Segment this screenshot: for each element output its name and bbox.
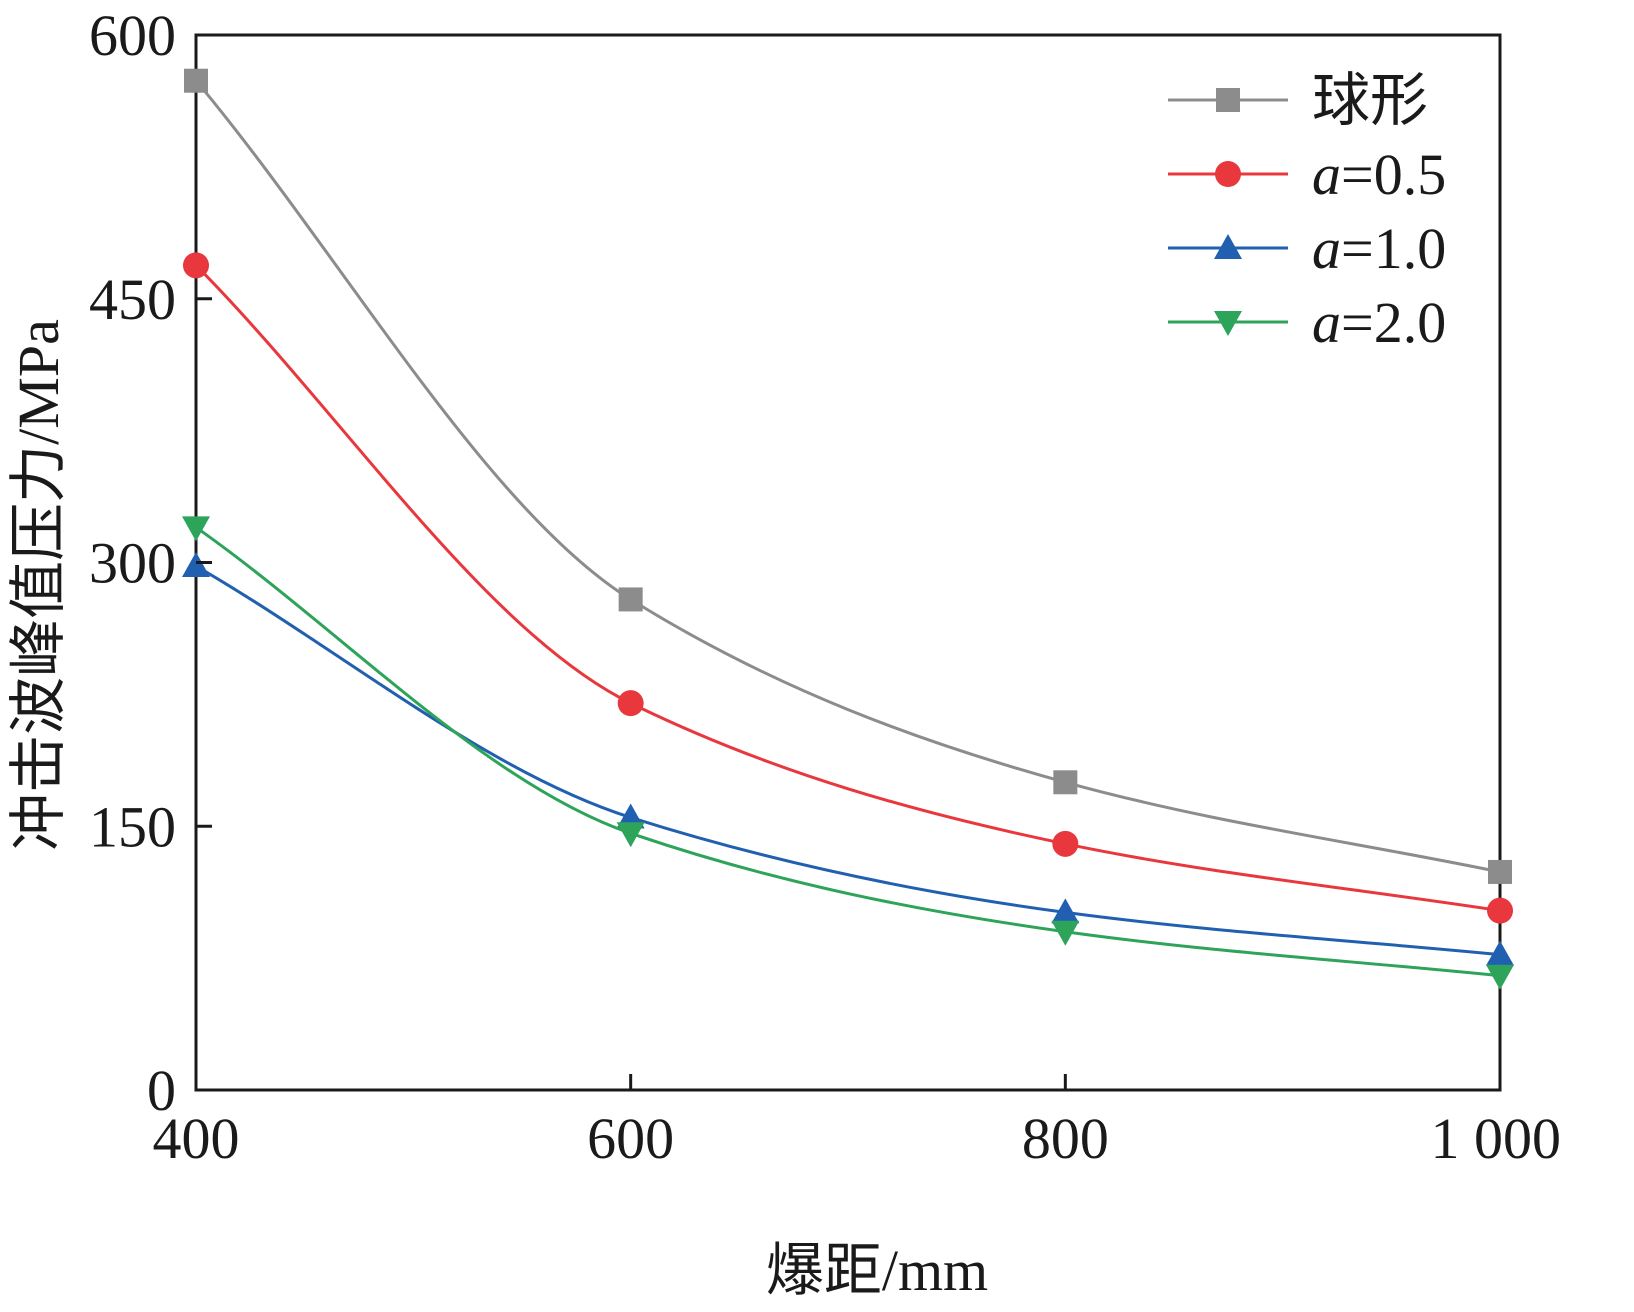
- legend-item: 球形: [1168, 68, 1428, 133]
- legend-item: a=2.0: [1168, 290, 1446, 355]
- series-group: [182, 552, 1514, 966]
- legend-label: a=0.5: [1312, 142, 1446, 207]
- legend-item: a=1.0: [1168, 216, 1446, 281]
- y-tick-label: 600: [89, 3, 176, 68]
- data-point: [617, 690, 644, 717]
- data-point: [1053, 770, 1078, 795]
- data-point: [1052, 830, 1079, 857]
- data-point: [1051, 898, 1080, 924]
- series-line: [194, 264, 1501, 913]
- data-point: [183, 252, 209, 279]
- legend-label: a=2.0: [1312, 290, 1446, 355]
- data-point: [618, 587, 643, 612]
- series-group: [182, 516, 1514, 990]
- data-point: [1488, 859, 1512, 884]
- legend-label: a=1.0: [1312, 216, 1446, 281]
- data-point: [182, 552, 210, 578]
- axes-layer: 400 600 800 1 000 0 150 300 450 600: [89, 3, 1561, 1171]
- legend-swatch-marker: [1214, 234, 1242, 259]
- x-axis-title: 爆距/mm: [766, 1238, 988, 1303]
- x-tick-label: 400: [153, 1106, 240, 1171]
- plot-area: [194, 33, 1502, 1092]
- series-layer: [182, 68, 1514, 990]
- data-point: [616, 803, 645, 829]
- series-group: [183, 252, 1513, 924]
- plot-frame: [194, 33, 1502, 1092]
- x-tick-label: 1 000: [1431, 1106, 1562, 1171]
- legend-label: 球形: [1312, 68, 1428, 133]
- series-line: [194, 79, 1501, 874]
- data-point: [1486, 940, 1514, 966]
- series-group: [184, 68, 1512, 884]
- series-line: [195, 526, 1501, 978]
- legend-item: a=0.5: [1168, 142, 1446, 207]
- y-tick-label: 450: [89, 267, 176, 332]
- legend-swatch-marker: [1216, 88, 1240, 112]
- data-point: [1051, 920, 1080, 946]
- x-tick-label: 600: [587, 1106, 674, 1171]
- legend: 球形 a=0.5 a=1.0 a=2.0: [1168, 68, 1446, 355]
- data-point: [616, 822, 645, 848]
- y-tick-label: 150: [89, 794, 176, 859]
- y-tick-label: 0: [147, 1058, 176, 1123]
- data-point: [182, 516, 210, 542]
- y-axis-title: 冲击波峰值压力/MPa: [6, 319, 71, 851]
- legend-swatch-marker: [1214, 311, 1242, 336]
- data-point: [1486, 964, 1514, 990]
- series-line: [195, 564, 1501, 957]
- data-point: [1487, 897, 1513, 924]
- x-tick-label: 800: [1022, 1106, 1109, 1171]
- data-point: [184, 68, 208, 93]
- legend-swatch-marker: [1215, 161, 1241, 187]
- y-tick-label: 300: [89, 531, 176, 596]
